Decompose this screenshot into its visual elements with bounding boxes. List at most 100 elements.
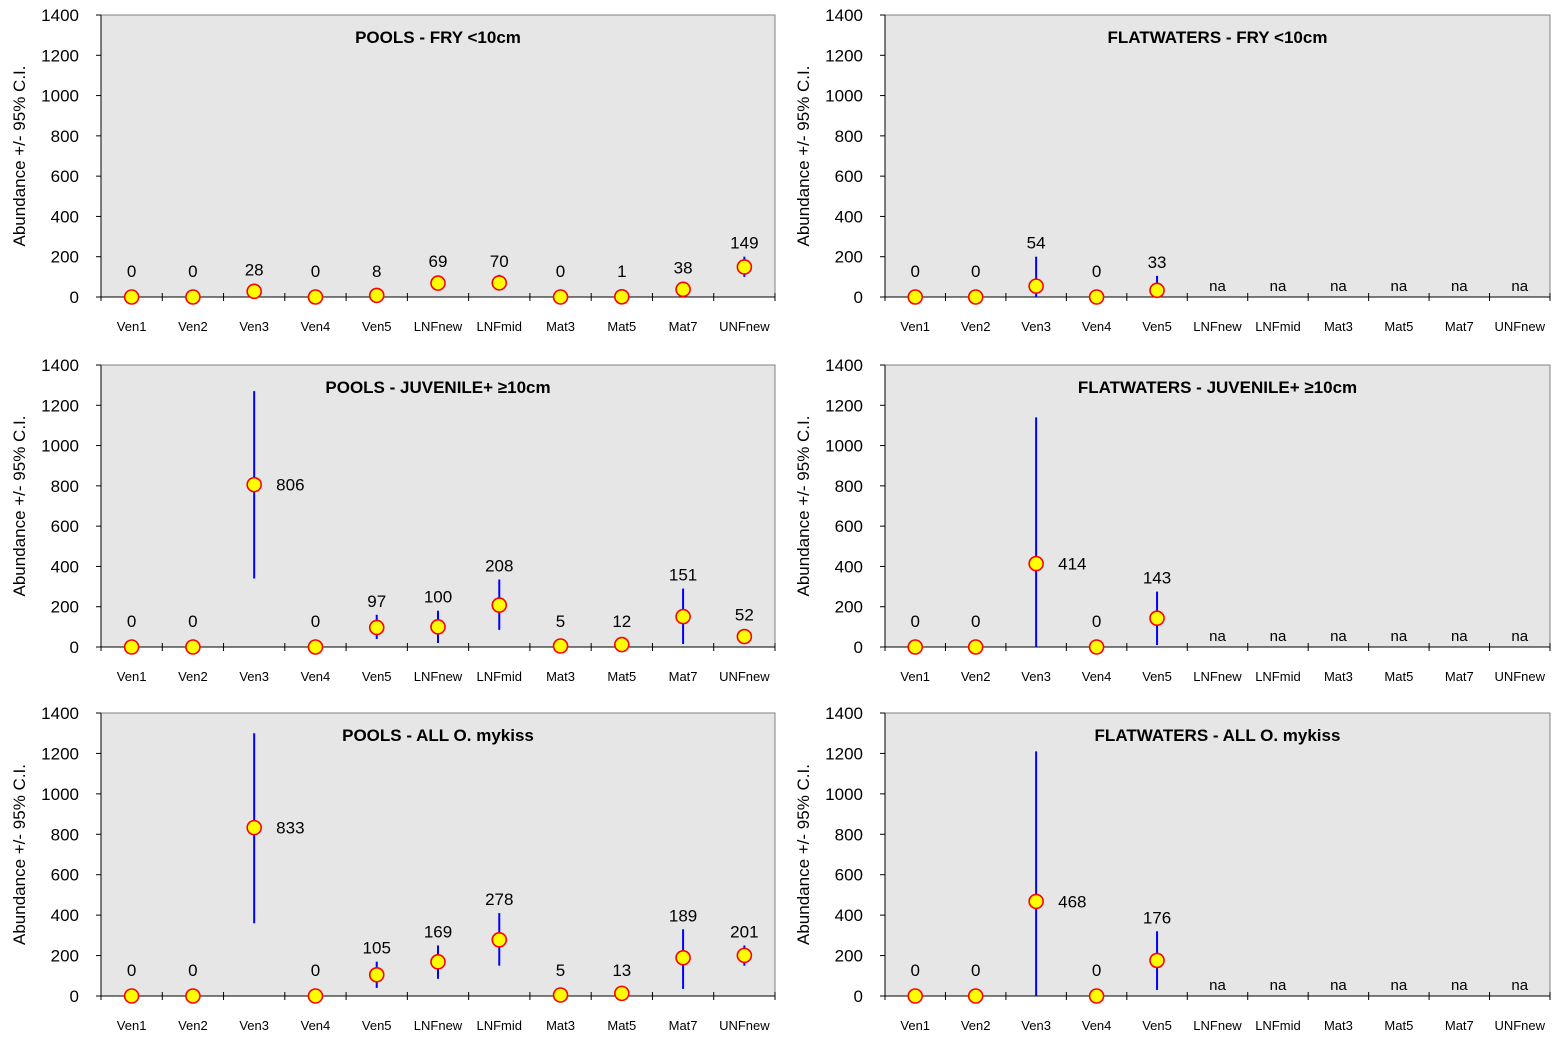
x-category-label: Ven5 [362,1018,392,1033]
data-point [736,947,753,964]
x-category-label: Mat3 [1324,319,1353,334]
y-axis-title: Abundance +/- 95% C.I. [794,416,813,597]
data-point [185,289,201,305]
x-category-label: LNFmid [1255,669,1301,684]
data-label: 105 [363,939,391,958]
x-category-label: Ven3 [1021,319,1051,334]
x-category-label: LNFnew [414,319,463,334]
data-point [491,932,508,948]
x-category-label: LNFmid [1255,319,1301,334]
y-tick-label: 600 [835,866,863,885]
plot-area [100,364,776,648]
data-label: 0 [127,262,136,281]
x-category-label: LNFnew [1193,1018,1242,1033]
y-tick-label: 1000 [41,437,79,456]
x-category-label: Ven4 [301,319,331,334]
y-tick-label: 800 [835,127,863,146]
na-label: na [1270,278,1287,295]
x-category-label: LNFmid [477,669,523,684]
data-point [967,988,984,1004]
data-label: 0 [127,612,136,631]
y-tick-label: 1200 [825,46,863,65]
na-label: na [1330,977,1347,994]
x-category-label: Mat3 [1324,669,1353,684]
x-category-label: Mat7 [669,1018,698,1033]
na-label: na [1451,278,1468,295]
data-label: 176 [1143,908,1171,927]
x-category-label: LNFmid [477,1018,523,1033]
y-tick-label: 400 [51,906,79,925]
data-label: 5 [556,961,565,980]
chart-title: FLATWATERS - FRY <10cm [1108,28,1328,47]
data-label: 0 [1092,262,1101,281]
data-label: 0 [127,961,136,980]
x-category-label: Ven4 [1082,669,1112,684]
na-label: na [1511,628,1528,645]
data-point [675,608,691,625]
data-label: 97 [367,592,386,611]
y-tick-label: 600 [51,517,79,536]
na-label: na [1209,278,1226,295]
data-point [491,597,508,613]
x-category-label: Ven5 [362,319,392,334]
data-point [1028,893,1044,910]
x-category-label: Mat5 [1384,669,1413,684]
chart-title: POOLS - FRY <10cm [355,28,521,47]
data-point [246,476,262,493]
y-tick-label: 1000 [41,87,79,106]
y-tick-label: 0 [70,638,79,657]
x-category-label: Mat7 [1445,1018,1474,1033]
data-label: 33 [1148,253,1167,272]
plot-area [884,14,1551,298]
data-point [1149,952,1165,969]
data-label: 52 [735,606,754,625]
y-tick-label: 800 [51,127,79,146]
data-point [552,289,569,305]
y-tick-label: 600 [835,167,863,186]
y-tick-label: 0 [854,987,863,1006]
chart-panel-5: 0 200 400 600 800 1000 1200 1400 Ven1 Ven2 Ven3 Ven… [10,704,776,1033]
data-point [1088,289,1105,305]
y-tick-label: 400 [835,906,863,925]
x-category-label: Mat3 [546,1018,575,1033]
y-tick-label: 200 [51,598,79,617]
data-point [1149,610,1165,626]
data-label: 0 [971,961,980,980]
x-category-label: Ven2 [178,669,208,684]
data-point [430,954,446,970]
data-point [491,275,508,291]
y-axis-title: Abundance +/- 95% C.I. [10,416,29,597]
x-category-label: UNFnew [1494,319,1545,334]
data-label: 833 [276,819,304,838]
data-label: 0 [910,262,919,281]
chart-panel-2: 0 200 400 600 800 1000 1200 1400 Ven1 Ven2 Ven3 Ven… [794,6,1551,334]
data-point [1028,278,1044,294]
y-tick-label: 1400 [41,6,79,25]
data-point [552,638,569,654]
y-tick-label: 200 [835,248,863,267]
x-category-label: Ven2 [178,319,208,334]
x-category-label: Mat3 [546,319,575,334]
data-point [1149,282,1165,299]
chart-panel-6: 0 200 400 600 800 1000 1200 1400 Ven1 Ven2 Ven3 Ven… [794,704,1551,1033]
data-point [675,949,691,966]
data-point [307,289,324,305]
x-category-label: Ven1 [900,319,930,334]
data-label: 143 [1143,569,1171,588]
x-category-label: Ven2 [961,669,991,684]
data-label: 0 [910,612,919,631]
data-label: 0 [188,612,197,631]
y-tick-label: 1000 [825,87,863,106]
na-label: na [1330,628,1347,645]
y-tick-label: 1200 [41,744,79,763]
y-tick-label: 400 [51,207,79,226]
data-label: 468 [1058,892,1086,911]
x-category-label: Ven3 [239,1018,269,1033]
x-category-label: Mat5 [607,319,636,334]
x-category-label: Mat7 [669,319,698,334]
data-point [368,619,385,636]
data-label: 189 [669,906,697,925]
data-point [185,639,201,655]
